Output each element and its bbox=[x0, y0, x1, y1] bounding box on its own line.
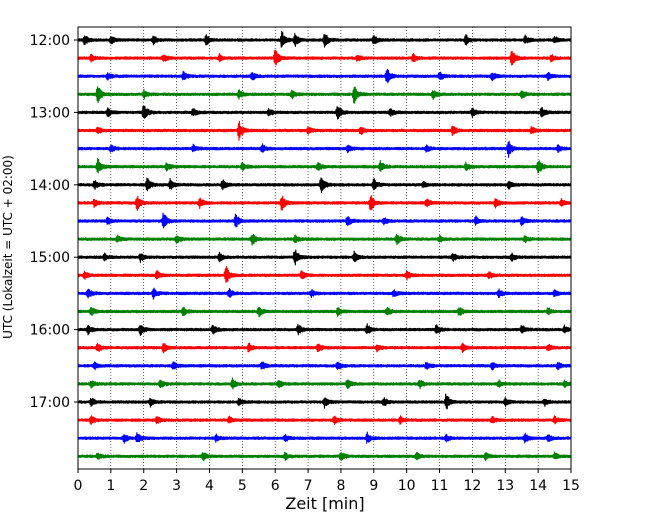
y-tick-label: 15:00 bbox=[30, 250, 70, 266]
y-tick-label: 13:00 bbox=[30, 105, 70, 121]
plot-frame bbox=[77, 26, 572, 470]
x-axis-ticks: 0 1 2 3 4 5 6 7 8 9 10 11 12 13 14 15 bbox=[74, 469, 580, 494]
x-tick-label: 14 bbox=[529, 478, 547, 494]
x-tick-label: 3 bbox=[172, 478, 181, 494]
x-tick-label: 6 bbox=[271, 478, 280, 494]
y-tick-label: 14:00 bbox=[30, 178, 70, 194]
x-tick-label: 13 bbox=[496, 478, 514, 494]
x-tick-label: 1 bbox=[106, 478, 115, 494]
x-tick-label: 8 bbox=[336, 478, 345, 494]
trace-group bbox=[77, 30, 572, 462]
x-tick-label: 9 bbox=[369, 478, 378, 494]
x-axis-label: Zeit [min] bbox=[285, 494, 364, 513]
y-axis-ticks: 12:00 13:00 14:00 15:00 16:00 17:00 bbox=[30, 33, 78, 411]
x-tick-label: 11 bbox=[431, 478, 449, 494]
x-tick-label: 15 bbox=[562, 478, 580, 494]
x-tick-label: 0 bbox=[74, 478, 83, 494]
x-tick-label: 4 bbox=[205, 478, 214, 494]
x-tick-label: 12 bbox=[463, 478, 481, 494]
x-tick-label: 10 bbox=[398, 478, 416, 494]
trace-1515 bbox=[77, 265, 572, 283]
y-tick-label: 12:00 bbox=[30, 33, 70, 49]
x-tick-label: 7 bbox=[304, 478, 313, 494]
y-axis-label: UTC (Lokalzeit = UTC + 02:00) bbox=[1, 155, 15, 339]
x-tick-label: 5 bbox=[238, 478, 247, 494]
y-tick-label: 17:00 bbox=[30, 395, 70, 411]
x-tick-label: 2 bbox=[139, 478, 148, 494]
y-tick-label: 16:00 bbox=[30, 323, 70, 339]
